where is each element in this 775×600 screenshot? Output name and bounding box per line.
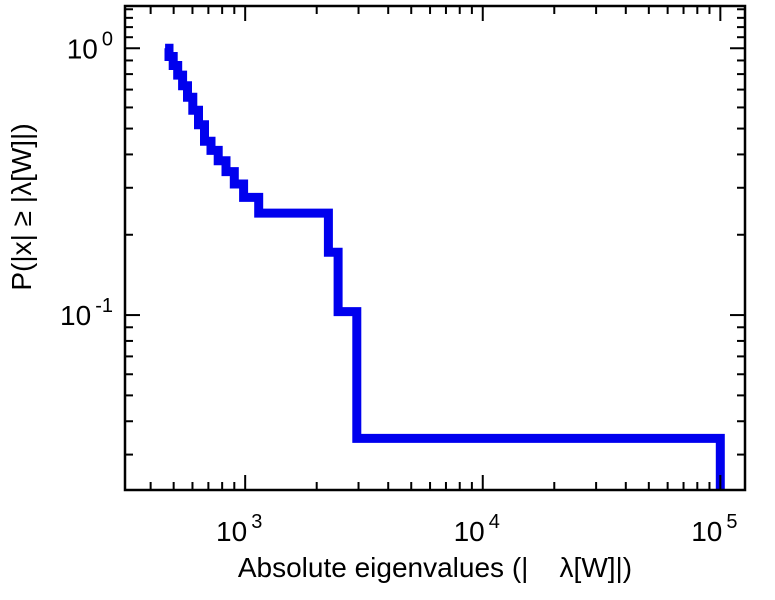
plot-frame: [123, 4, 747, 492]
ccdf-curve: [164, 43, 725, 490]
y-axis-label: P(|x| ≥ |λ[W]|): [6, 123, 37, 291]
x-tick-label: 10 3: [216, 511, 262, 547]
x-tick-label: 10 5: [691, 511, 737, 547]
y-tick-label: 10 -1: [60, 295, 113, 331]
x-tick-label: 10 4: [454, 511, 500, 547]
x-axis-label: Absolute eigenvalues (| λ[W]|): [237, 552, 633, 583]
y-tick-label: 10 0: [67, 28, 113, 64]
